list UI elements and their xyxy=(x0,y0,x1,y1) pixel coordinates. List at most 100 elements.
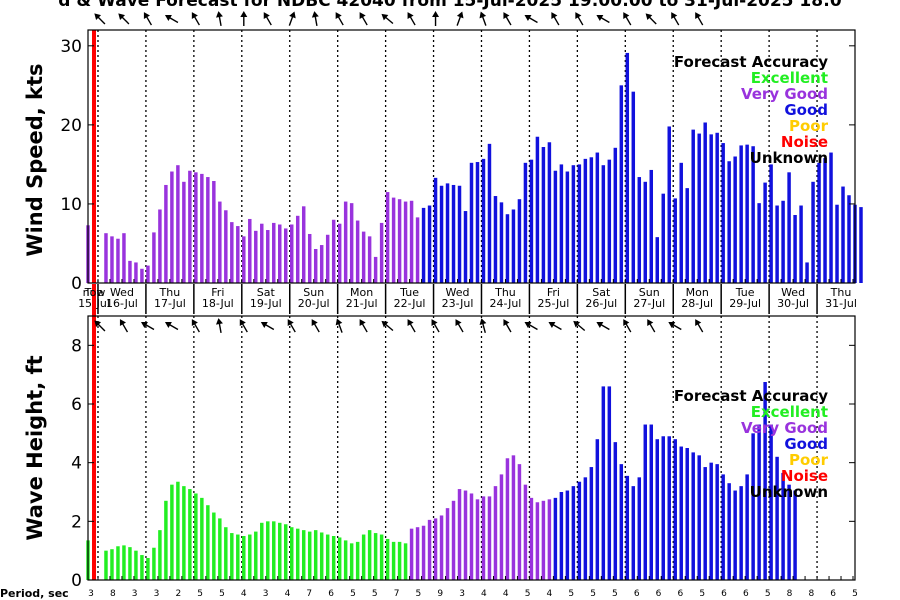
wave-bar xyxy=(601,386,606,580)
wind-ytick-label: 30 xyxy=(60,37,82,57)
wave-legend-title: Forecast Accuracy xyxy=(674,387,828,405)
wave-legend-entry: Excellent xyxy=(751,403,828,421)
wind-direction-arrow xyxy=(263,12,272,26)
day-name-label: Thu xyxy=(159,286,181,299)
wind-direction-arrow xyxy=(456,11,464,26)
wind-bar xyxy=(182,181,186,283)
wind-bar xyxy=(194,172,198,283)
wave-bar xyxy=(116,546,120,580)
wind-bar xyxy=(385,192,390,283)
day-name-label: Fri xyxy=(211,286,224,299)
wind-bar xyxy=(859,207,863,283)
wave-bar xyxy=(631,486,636,580)
wave-bar xyxy=(355,541,360,580)
day-date-label: 27-Jul xyxy=(633,297,665,310)
wind-bar xyxy=(637,177,642,283)
period-value: 5 xyxy=(197,589,203,599)
wave-bar xyxy=(697,455,701,580)
wind-bar xyxy=(787,172,791,283)
wind-bar xyxy=(655,237,659,283)
period-value: 3 xyxy=(263,589,269,599)
wave-bar xyxy=(637,477,642,580)
wave-bar xyxy=(284,524,288,580)
wind-bar xyxy=(511,209,516,283)
wind-bar xyxy=(625,52,630,283)
wind-bar xyxy=(589,157,594,283)
period-value: 5 xyxy=(590,589,596,599)
wind-direction-arrow xyxy=(695,12,704,26)
wind-bar xyxy=(224,210,228,283)
day-date-label: 29-Jul xyxy=(729,297,761,310)
wind-bar xyxy=(116,238,120,283)
period-value: 5 xyxy=(350,589,356,599)
wave-bar xyxy=(307,531,312,580)
wave-bar xyxy=(727,483,731,580)
wind-bar xyxy=(457,185,462,283)
wind-bar xyxy=(691,129,695,283)
wave-direction-arrow xyxy=(647,319,656,333)
wave-direction-arrow xyxy=(596,321,610,331)
wind-bar xyxy=(206,177,210,283)
wind-bar xyxy=(661,193,665,283)
wind-bar xyxy=(847,195,851,283)
wind-bar xyxy=(397,199,402,283)
wave-bar xyxy=(427,519,432,580)
wind-direction-arrow xyxy=(596,14,610,24)
wave-bar xyxy=(421,525,426,580)
wind-direction-arrow xyxy=(575,12,584,26)
day-name-label: Sun xyxy=(303,286,324,299)
wind-bar xyxy=(289,224,294,283)
wave-bar xyxy=(295,528,300,580)
wind-ytick-label: 0 xyxy=(71,274,82,294)
wave-bar xyxy=(313,530,318,580)
period-value: 8 xyxy=(787,589,793,599)
wave-bar xyxy=(481,496,486,580)
wind-bar xyxy=(307,233,312,283)
wave-bar xyxy=(679,446,683,580)
period-value: 5 xyxy=(765,589,771,599)
wind-bar xyxy=(373,256,378,283)
wave-bar xyxy=(487,496,492,580)
wind-bar xyxy=(451,184,456,283)
wind-legend-entry: Very Good xyxy=(741,85,828,103)
wave-bar xyxy=(577,481,582,580)
period-value: 3 xyxy=(132,589,138,599)
wave-bar xyxy=(110,549,114,580)
wind-bar xyxy=(433,177,438,283)
wave-bar xyxy=(625,475,630,580)
period-value: 8 xyxy=(808,589,814,599)
wave-bar xyxy=(565,490,570,580)
wave-direction-arrow xyxy=(623,319,632,333)
wind-speed-panel: Wind Speed, kts 0 10 20 30 Forecast Accuracy… xyxy=(23,11,863,294)
wind-bar xyxy=(565,171,570,283)
wave-bar xyxy=(397,541,402,580)
day-name-label: Thu xyxy=(830,286,852,299)
wave-bar xyxy=(194,493,198,580)
day-date-label: 25-Jul xyxy=(537,297,569,310)
wind-direction-arrow xyxy=(216,11,223,27)
wind-direction-arrow xyxy=(524,14,538,24)
wind-direction-arrow xyxy=(164,14,179,24)
day-date-label: 30-Jul xyxy=(777,297,809,310)
wind-bar xyxy=(493,196,498,283)
wind-bar xyxy=(152,232,156,283)
wind-direction-arrow xyxy=(288,11,296,26)
wind-bar xyxy=(409,200,414,283)
wind-bar xyxy=(469,162,474,283)
wind-legend-entry: Unknown xyxy=(750,149,828,167)
wind-bar xyxy=(254,230,258,283)
wind-bar xyxy=(367,236,372,283)
wave-bar xyxy=(595,439,600,580)
wind-bar xyxy=(643,181,648,283)
period-value: 6 xyxy=(678,589,684,599)
wind-bar xyxy=(361,231,366,283)
wave-bar xyxy=(715,464,719,580)
day-name-label: Tue xyxy=(735,286,755,299)
wind-bar xyxy=(727,161,731,283)
wave-bar xyxy=(319,532,324,580)
day-date-label: 22-Jul xyxy=(394,297,426,310)
wave-bar xyxy=(188,489,192,580)
wave-bar xyxy=(775,456,779,580)
wind-bar xyxy=(817,162,821,283)
